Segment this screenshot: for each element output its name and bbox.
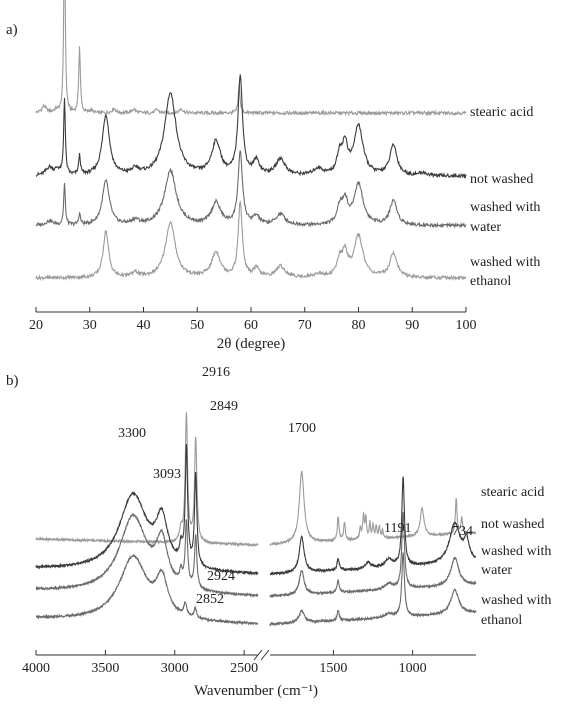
series-label-a-stearic-acid: stearic acid — [470, 105, 533, 120]
panel-a-xrd-chart: a) 20 30 40 50 60 70 80 90 100 2θ (degree) stearic … — [6, 0, 540, 352]
ftir-series-washed-with-water-high — [35, 512, 259, 598]
x-tick-label: 80 — [352, 318, 366, 333]
peak-label-2924: 2924 — [207, 569, 235, 584]
x-tick-label: 4000 — [22, 661, 50, 676]
x-tick-label: 90 — [405, 318, 419, 333]
peak-label-1700: 1700 — [288, 421, 316, 436]
panel-label-b: b) — [6, 373, 19, 389]
series-label-b-washed-with-water: washed with water — [481, 544, 551, 578]
ftir-series-stearic-acid-low — [269, 470, 477, 547]
x-tick-label: 70 — [298, 318, 312, 333]
x-tick-label: 2500 — [230, 661, 258, 676]
x-tick-label: 1500 — [319, 661, 347, 676]
xrd-series-stearic-acid — [35, 0, 467, 117]
series-label-b-washed-with-ethanol: washed with ethanol — [481, 593, 551, 628]
series-label-b-not-washed: not washed — [481, 517, 544, 532]
peak-label-734: 734 — [452, 524, 473, 539]
ftir-series-stearic-acid-high — [35, 412, 259, 548]
peak-label-1191: 1191 — [384, 521, 411, 536]
peak-label-2852: 2852 — [196, 592, 224, 607]
peak-label-2916: 2916 — [202, 365, 230, 380]
xrd-series-not-washed — [35, 74, 467, 180]
x-tick-label: 100 — [456, 318, 477, 333]
peak-label-2849: 2849 — [210, 399, 238, 414]
xrd-series-washed-with-ethanol — [35, 199, 467, 282]
x-tick-label: 40 — [137, 318, 151, 333]
x-tick-label: 3000 — [161, 661, 189, 676]
ftir-series-washed-with-ethanol-high — [35, 554, 259, 626]
x-tick-label: 30 — [83, 318, 97, 333]
xrd-series-washed-with-water — [35, 150, 467, 229]
x-tick-label: 20 — [29, 318, 43, 333]
x-tick-label: 50 — [190, 318, 204, 333]
axis-break-mark — [260, 649, 270, 661]
x-tick-label: 60 — [244, 318, 258, 333]
ftir-series-not-washed-high — [35, 444, 259, 576]
peak-label-3300: 3300 — [118, 426, 146, 441]
x-tick-label: 3500 — [91, 661, 119, 676]
axis-break-mark — [253, 649, 263, 661]
x-axis-title-a: 2θ (degree) — [217, 336, 285, 352]
panel-label-a: a) — [6, 22, 18, 38]
peak-label-3093: 3093 — [153, 467, 181, 482]
ftir-series-not-washed-low — [269, 476, 477, 576]
series-label-a-not-washed: not washed — [470, 172, 533, 187]
series-label-b-stearic-acid: stearic acid — [481, 485, 544, 500]
x-axis-title-b: Wavenumber (cm⁻¹) — [194, 683, 318, 699]
ftir-series-washed-with-water-low — [269, 511, 477, 599]
panel-b-ftir-chart: b) 4000 3500 3000 2500 1500 1000 Wavenumber (cm… — [6, 365, 551, 699]
ftir-series-washed-with-ethanol-low — [269, 551, 477, 627]
series-label-a-washed-with-ethanol: washed with ethanol — [470, 255, 540, 289]
series-label-a-washed-with-water: washed with water — [470, 200, 540, 235]
x-tick-label: 1000 — [399, 661, 427, 676]
